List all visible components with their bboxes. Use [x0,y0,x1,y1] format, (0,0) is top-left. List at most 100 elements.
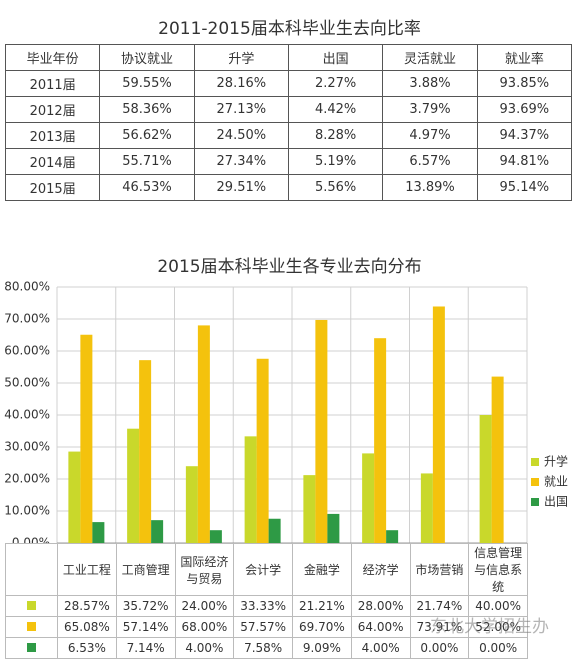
table-cell: 46.53% [99,174,195,201]
table-row: 2015届 46.53% 29.51% 5.56% 13.89% 95.14% [4,174,573,201]
bar [268,518,281,543]
table-cell: 2015届 [4,174,101,201]
header-cell: 出国 [287,44,384,71]
table-cell: 93.85% [476,70,573,97]
y-tick-label: 30.00% [4,440,50,454]
value-label: 28.00% [350,595,411,617]
y-tick-label: 50.00% [4,376,50,390]
y-tick-label: 20.00% [4,472,50,486]
value-label: 6.53% [57,637,117,659]
table-cell: 13.89% [382,174,478,201]
bar [420,473,433,543]
bar [151,520,164,543]
legend-swatch [531,458,539,466]
value-label: 0.00% [468,637,528,659]
row-key [5,616,58,638]
legend-key [27,622,36,631]
table-cell: 5.56% [287,174,384,201]
row-key [5,595,58,617]
x-tick-label: 国际经济与贸易 [174,543,235,596]
value-label: 35.72% [115,595,176,617]
value-label: 57.57% [233,616,293,638]
table-title: 2011-2015届本科毕业生去向比率 [158,19,421,39]
legend-swatch [531,478,539,486]
bar [80,334,93,543]
table-cell: 8.28% [287,122,384,149]
value-label: 4.00% [174,637,235,659]
bar [244,436,257,543]
table-row: 2014届 55.71% 27.34% 5.19% 6.57% 94.81% [4,148,573,175]
y-tick-label: 10.00% [4,504,50,518]
chart-title: 2015届本科毕业生各专业去向分布 [157,257,422,277]
watermark: 东北大学招生办 [430,617,549,637]
value-label: 64.00% [350,616,411,638]
value-label: 21.74% [409,595,470,617]
x-tick-label: 会计学 [233,543,293,596]
table-cell: 58.36% [99,96,195,123]
table-cell: 6.57% [382,148,478,175]
table-cell: 2013届 [4,122,101,149]
bar [327,513,340,543]
data-table: 工业工程 工商管理 国际经济与贸易 会计学 金融学 经济学 市场营销 信息管理与信息系统 28.… [5,543,528,659]
header-cell: 协议就业 [99,44,195,71]
table-cell: 2014届 [4,148,101,175]
bar [303,475,316,543]
table-cell: 56.62% [99,122,195,149]
table-cell: 3.79% [382,96,478,123]
value-label: 7.14% [115,637,176,659]
bar [374,338,387,543]
row-key [5,637,58,659]
bar [139,360,152,543]
bar [479,415,492,543]
table-cell: 95.14% [476,174,573,201]
value-label: 57.14% [115,616,176,638]
x-tick-label: 金融学 [292,543,352,596]
value-label: 68.00% [174,616,235,638]
bar [362,453,375,543]
value-label: 21.21% [292,595,352,617]
table-cell: 2.27% [287,70,384,97]
y-tick-label: 80.00% [4,280,50,294]
bar [315,319,328,543]
bar [185,466,198,543]
bar [386,530,399,543]
x-tick-label: 经济学 [350,543,411,596]
value-label: 65.08% [57,616,117,638]
table-cell: 3.88% [382,70,478,97]
bar [127,428,140,543]
legend-key [27,601,36,610]
bar [197,325,210,543]
y-tick-label: 40.00% [4,408,50,422]
table-cell: 4.42% [287,96,384,123]
legend-label: 出国 [544,495,568,509]
value-label: 73.91% [409,616,470,638]
header-cell: 升学 [193,44,289,71]
bar [92,522,105,543]
legend-label: 就业 [544,475,568,489]
summary-table: 毕业年份 协议就业 升学 出国 灵活就业 就业率 2011届 59.55% 28.16% 2.27… [4,44,573,201]
value-label: 7.58% [233,637,293,659]
x-tick-label: 市场营销 [409,543,470,596]
value-label: 0.00% [409,637,470,659]
bar [491,376,504,543]
value-label: 69.70% [292,616,352,638]
table-cell: 59.55% [99,70,195,97]
x-tick-label: 工业工程 [57,543,117,596]
header-row: 毕业年份 协议就业 升学 出国 灵活就业 就业率 [4,44,573,71]
value-label: 52.00% [468,616,528,638]
table-row: 2013届 56.62% 24.50% 8.28% 4.97% 94.37% [4,122,573,149]
bar [209,530,222,543]
bar [68,451,81,543]
value-row: 28.57% 35.72% 24.00% 33.33% 21.21% 28.00% 21.7… [5,595,528,617]
table-cell: 2011届 [4,70,101,97]
value-label: 9.09% [292,637,352,659]
category-row: 工业工程 工商管理 国际经济与贸易 会计学 金融学 经济学 市场营销 信息管理与信息系统 [5,543,528,596]
y-tick-label: 70.00% [4,312,50,326]
y-tick-label: 60.00% [4,344,50,358]
value-label: 33.33% [233,595,293,617]
value-label: 28.57% [57,595,117,617]
x-tick-label: 工商管理 [115,543,176,596]
bar [432,306,445,543]
value-label: 24.00% [174,595,235,617]
